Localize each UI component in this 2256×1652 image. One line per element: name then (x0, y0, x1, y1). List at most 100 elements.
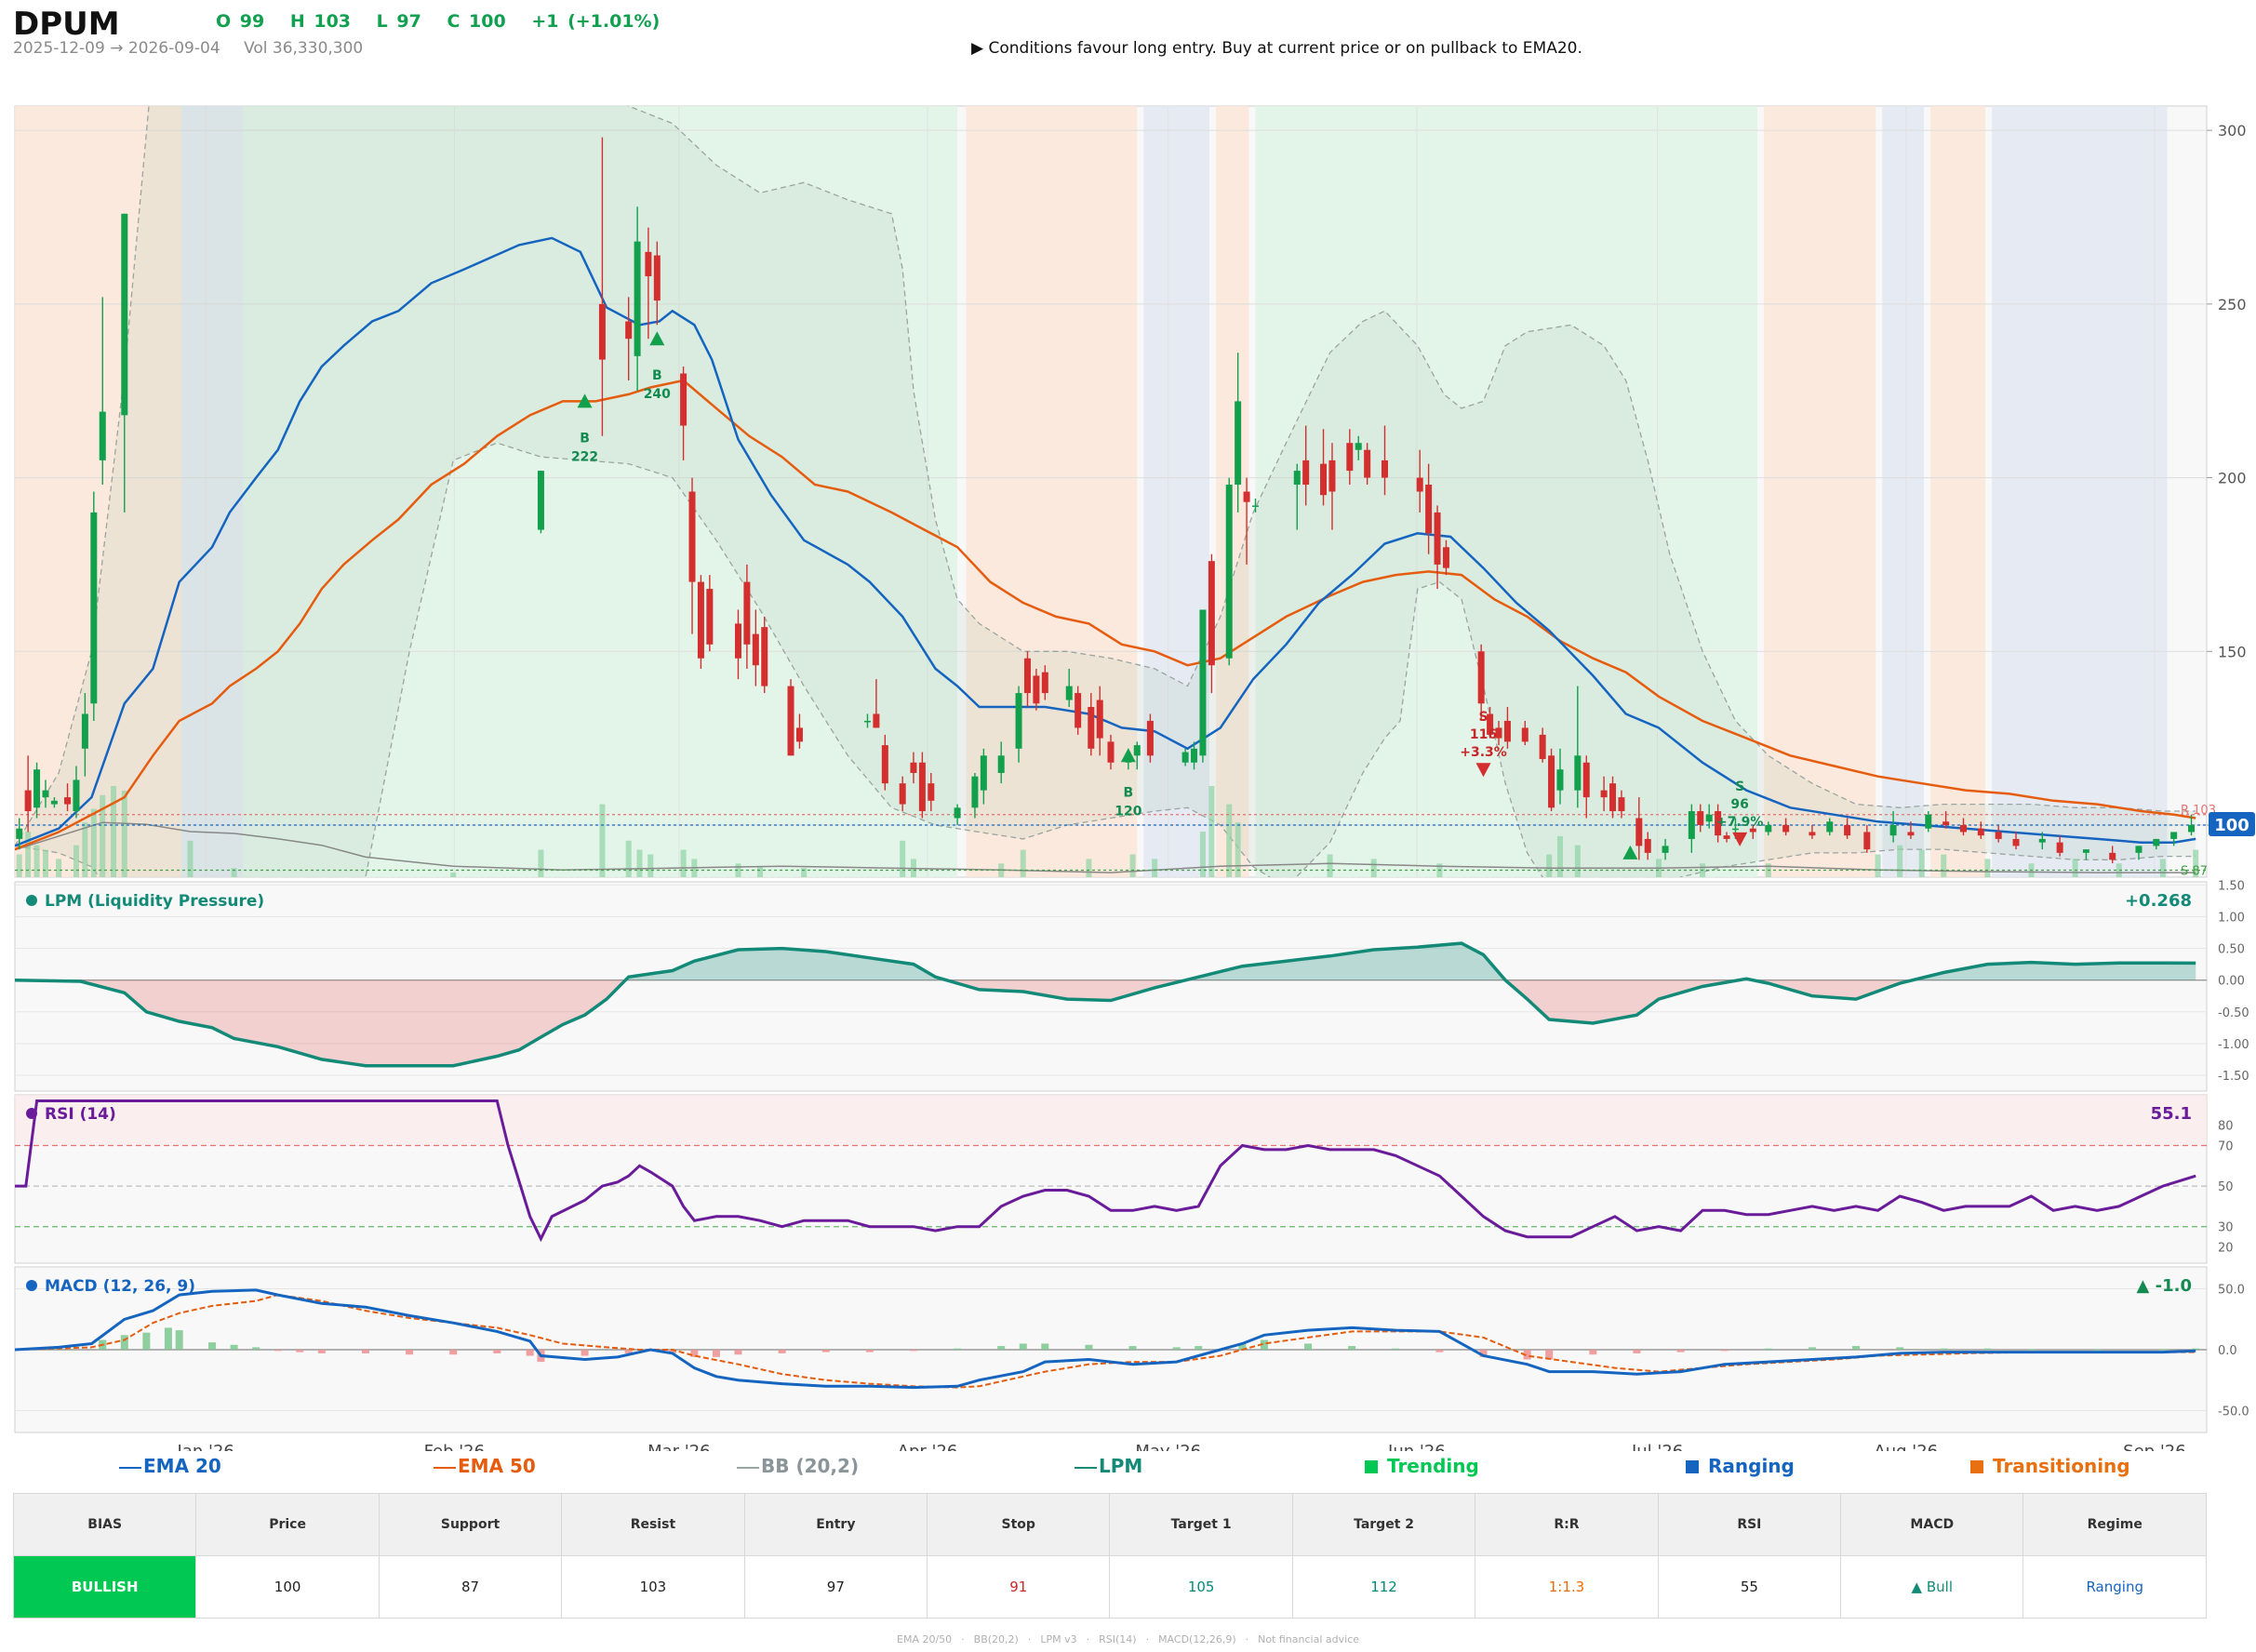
macd-histogram-bar (1172, 1347, 1181, 1350)
macd-histogram-bar (296, 1350, 304, 1352)
macd-histogram-bar (526, 1350, 534, 1356)
sell-label: 116 (1470, 727, 1497, 742)
candle-body (2038, 838, 2046, 843)
candle-body (873, 713, 880, 728)
candle-body (1644, 838, 1651, 853)
table-cell-rsi: 55 (1657, 1555, 1842, 1619)
sell-marker (1475, 763, 1491, 778)
macd-histogram-bar (175, 1330, 183, 1350)
footer-item: Not financial advice (1258, 1633, 1359, 1645)
bollinger-band-fill (15, 106, 2196, 877)
volume-bar (187, 840, 194, 877)
candle-body (42, 790, 49, 798)
candle-body (1346, 443, 1354, 472)
legend-label: Trending (1387, 1455, 1479, 1477)
macd-value: ▲ -1.0 (2137, 1276, 2192, 1296)
sell-label: +3.3% (1460, 745, 1507, 760)
macd-histogram-bar (1304, 1343, 1313, 1350)
macd-histogram-bar (1260, 1339, 1268, 1350)
candle-body (863, 720, 871, 723)
candle-body (1041, 672, 1048, 694)
regime-band-transitioning (15, 106, 182, 877)
volume-bar (801, 868, 808, 877)
candle-body (1503, 720, 1511, 742)
table-header-bias: BIAS (12, 1493, 197, 1556)
ticker-symbol: DPUM (13, 6, 120, 43)
macd-tick-label: -50.0 (2218, 1405, 2249, 1419)
legend-label: BB (20,2) (761, 1455, 860, 1477)
candle-body (634, 241, 641, 356)
lpm-positive-area (625, 943, 2196, 980)
macd-histogram-bar (1195, 1346, 1203, 1350)
table-cell-bias: BULLISH (12, 1555, 197, 1619)
volume-bar (900, 840, 906, 877)
legend-swatch (1075, 1466, 1097, 1469)
candle-body (1355, 443, 1362, 450)
macd-histogram-bar (690, 1350, 699, 1357)
volume-bar (90, 808, 97, 877)
table-cell-stop: 91 (927, 1555, 1111, 1619)
rsi-dot-icon (26, 1108, 37, 1119)
footer-item: EMA 20/50 (897, 1633, 953, 1645)
macd-histogram-bar (1479, 1350, 1488, 1357)
volume-bar (33, 845, 40, 877)
regime-band-ranging (1143, 106, 1210, 877)
volume-bar (121, 790, 127, 877)
regime-band-trending (243, 106, 958, 877)
level-label-resistance: R 103 (2181, 804, 2216, 818)
macd-histogram-bar (2158, 1349, 2167, 1351)
candle-body (1749, 828, 1756, 833)
table-cell-macd: ▲ Bull (1840, 1555, 2024, 1619)
candle-body (1425, 485, 1433, 534)
macd-histogram-bar (1523, 1350, 1531, 1360)
candle-body (16, 828, 23, 839)
ohlc-readout: O 99 H 103 L 97 C 100 +1 (+1.01%) (216, 11, 676, 32)
candle-body (980, 755, 987, 791)
macd-histogram-bar (493, 1350, 501, 1353)
candle-body (598, 303, 606, 360)
candle-body (910, 762, 917, 773)
macd-histogram-bar (821, 1350, 830, 1352)
volume-bar (1129, 854, 1136, 877)
lpm-tick-label: -1.00 (2218, 1038, 2249, 1052)
footer-item: · (961, 1633, 965, 1645)
macd-histogram-bar (909, 1350, 917, 1352)
volume-bar (42, 849, 48, 877)
table-cell-regime: Ranging (2022, 1555, 2207, 1619)
volume-bar (1327, 854, 1333, 877)
level-label-support: S 87 (2181, 865, 2208, 879)
open-value: O 99 (216, 11, 265, 32)
candle-body (1382, 460, 1388, 478)
candle-body (1302, 460, 1310, 486)
macd-histogram-bar (1019, 1343, 1027, 1350)
lpm-tick-label: 1.50 (2218, 879, 2245, 893)
legend-label: EMA 50 (458, 1455, 536, 1477)
candle-body (761, 627, 768, 686)
candle-body (1688, 811, 1695, 839)
candle-body (1995, 832, 2002, 839)
candle-body (2135, 846, 2143, 853)
sell-label: S (1735, 779, 1744, 794)
candle-body (2056, 842, 2063, 853)
macd-histogram-bar (2027, 1349, 2036, 1351)
footer-item: · (1145, 1633, 1150, 1645)
macd-histogram-bar (1940, 1348, 1948, 1350)
candle-body (1959, 824, 1967, 833)
footer-item: · (1245, 1633, 1249, 1645)
macd-histogram-bar (668, 1350, 676, 1353)
candle-body (1609, 783, 1617, 812)
regime-band-trending (1255, 106, 1758, 877)
candle-body (1199, 609, 1207, 756)
candle-body (1243, 491, 1250, 502)
legend-swatch (1686, 1460, 1699, 1473)
candle-body (1782, 824, 1790, 833)
candle-body (2153, 838, 2160, 846)
volume-bar (73, 845, 79, 877)
candle-body (1320, 463, 1328, 496)
table-header-entry: Entry (743, 1493, 928, 1556)
macd-histogram-bar (230, 1344, 238, 1350)
macd-histogram-bar (449, 1350, 458, 1355)
candle-body (1582, 762, 1590, 798)
table-header-price: Price (195, 1493, 380, 1556)
